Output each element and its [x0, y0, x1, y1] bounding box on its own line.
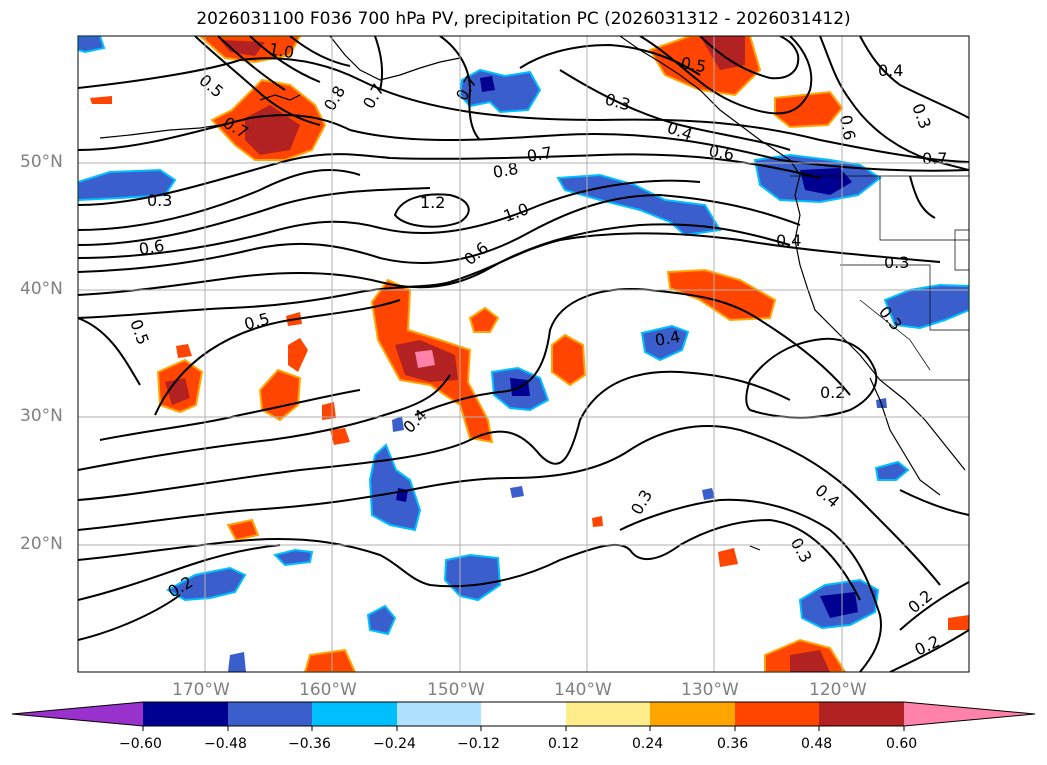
map-plot-area	[78, 36, 969, 672]
lon-label-130w: 130°W	[681, 680, 739, 700]
map-title: 2026031100 F036 700 hPa PV, precipitatio…	[196, 9, 851, 29]
contour-label: 0.4	[878, 61, 903, 80]
lon-label-120w: 120°W	[809, 680, 867, 700]
contour-label: 0.4	[776, 231, 801, 250]
colorbar-tick-label: 0.24	[632, 736, 664, 752]
colorbar-tick-label: −0.24	[373, 736, 416, 752]
colorbar-bin	[481, 702, 566, 726]
lon-label-140w: 140°W	[554, 680, 612, 700]
colorbar-tick-label: −0.12	[457, 736, 500, 752]
lon-label-160w: 160°W	[299, 680, 357, 700]
colorbar-extend-high	[904, 702, 1035, 726]
contour-label: 0.6	[137, 236, 165, 259]
colorbar-tick-label: −0.60	[119, 736, 162, 752]
colorbar-bin	[312, 702, 397, 726]
colorbar	[11, 701, 1036, 731]
contour-label: 0.3	[884, 253, 909, 272]
lon-label-150w: 150°W	[427, 680, 485, 700]
lat-label-50n: 50°N	[20, 152, 63, 172]
pv-contours	[78, 36, 969, 672]
map-frame	[77, 35, 970, 673]
colorbar-tick-label: 0.60	[886, 736, 918, 752]
contour-label: 0.8	[491, 159, 519, 182]
lat-label-40n: 40°N	[20, 279, 63, 299]
contour-label: 1.2	[420, 193, 445, 212]
contour-label: 0.2	[820, 383, 845, 402]
contour-label: 1.0	[267, 39, 295, 62]
colorbar-bin	[735, 702, 819, 726]
colorbar-bin	[143, 702, 228, 726]
colorbar-bin	[566, 702, 650, 726]
colorbar-bin	[650, 702, 735, 726]
colorbar-tick-label: −0.48	[204, 736, 247, 752]
contour-label: 0.3	[147, 191, 172, 210]
colorbar-tick-label: −0.36	[288, 736, 331, 752]
colorbar-tick-label: 0.36	[717, 736, 749, 752]
contour-label: 0.4	[653, 327, 681, 350]
lat-label-30n: 30°N	[20, 406, 63, 426]
contour-label: 0.5	[679, 53, 707, 76]
colorbar-extend-low	[12, 702, 143, 726]
colorbar-tick-label: 0.48	[801, 736, 833, 752]
lat-label-20n: 20°N	[20, 534, 63, 554]
colorbar-tick-label: 0.12	[548, 736, 580, 752]
colorbar-bin	[819, 702, 904, 726]
lon-label-170w: 170°W	[172, 680, 230, 700]
contour-label: 0.7	[922, 149, 947, 168]
contour-label: 0.7	[525, 143, 553, 166]
colorbar-bin	[228, 702, 312, 726]
political-borders	[790, 175, 969, 381]
coastlines	[99, 36, 966, 551]
graticule	[78, 36, 969, 672]
colorbar-bin	[397, 702, 481, 726]
